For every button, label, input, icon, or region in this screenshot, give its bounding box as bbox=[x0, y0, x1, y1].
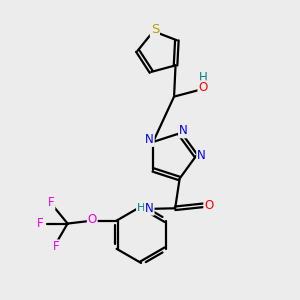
Text: F: F bbox=[52, 240, 59, 253]
Text: H: H bbox=[137, 203, 145, 213]
Text: O: O bbox=[198, 81, 208, 94]
Text: F: F bbox=[48, 196, 55, 209]
Text: O: O bbox=[204, 199, 213, 212]
Text: S: S bbox=[151, 23, 159, 36]
Text: N: N bbox=[197, 149, 206, 162]
Text: N: N bbox=[179, 124, 188, 137]
Text: O: O bbox=[88, 214, 97, 226]
Text: N: N bbox=[145, 133, 154, 146]
Text: F: F bbox=[37, 217, 44, 230]
Text: H: H bbox=[199, 71, 207, 84]
Text: N: N bbox=[145, 202, 154, 215]
